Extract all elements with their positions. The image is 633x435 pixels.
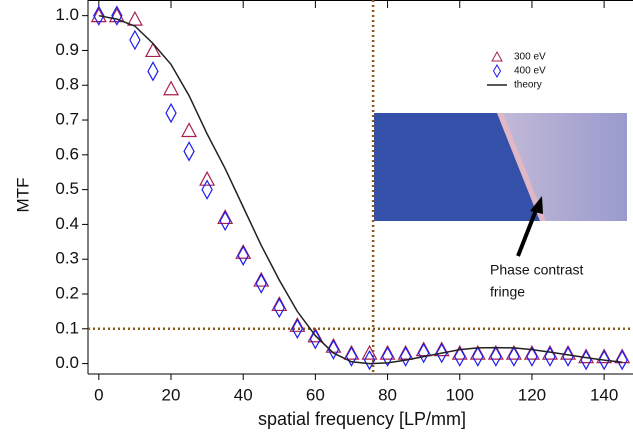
data-point	[490, 346, 502, 367]
x-tick-label: 60	[306, 385, 325, 404]
data-point	[309, 328, 322, 350]
data-point	[487, 344, 504, 360]
data-point	[415, 341, 432, 357]
y-tick-label: 1.0	[55, 5, 79, 24]
data-point	[560, 344, 577, 360]
data-point	[307, 327, 324, 343]
data-point	[363, 349, 376, 371]
data-point	[454, 346, 466, 367]
legend-swatch	[491, 50, 503, 62]
y-tick-label: 0.0	[55, 353, 79, 372]
inset-image	[374, 113, 627, 221]
data-point	[235, 243, 252, 259]
data-point	[144, 42, 161, 58]
data-point	[361, 344, 378, 360]
data-point	[199, 170, 216, 186]
data-point	[472, 346, 484, 367]
data-point	[399, 346, 412, 367]
y-tick-label: 0.5	[55, 179, 79, 198]
data-point	[578, 348, 595, 364]
data-point	[433, 341, 450, 357]
data-point	[90, 7, 107, 23]
data-point	[253, 271, 270, 287]
data-point	[451, 344, 468, 360]
y-tick-label: 0.7	[55, 110, 79, 129]
data-point	[219, 210, 231, 232]
data-point	[129, 29, 141, 51]
annotation-arrow	[516, 204, 540, 257]
y-axis-label: MTF	[13, 178, 32, 213]
x-tick-label: 120	[518, 385, 546, 404]
data-point	[108, 7, 125, 23]
y-tick-label: 0.4	[55, 214, 79, 233]
data-point	[327, 339, 340, 360]
data-point	[289, 317, 306, 332]
data-point	[181, 122, 198, 138]
legend-label: theory	[514, 80, 542, 91]
data-point	[343, 344, 360, 360]
y-tick-label: 0.3	[55, 249, 79, 268]
x-axis-label: spatial frequency [LP/mm]	[258, 409, 466, 429]
data-point	[255, 273, 267, 294]
data-point	[508, 346, 520, 367]
data-point	[201, 179, 213, 200]
data-point	[163, 80, 180, 96]
data-point	[217, 209, 234, 225]
data-point	[165, 102, 177, 124]
legend-swatch	[492, 64, 502, 78]
data-point	[417, 342, 430, 364]
data-point	[598, 349, 610, 371]
legend-label: 300 eV	[514, 52, 546, 63]
data-point	[379, 344, 396, 360]
data-point	[183, 141, 195, 162]
x-tick-label: 80	[378, 385, 397, 404]
data-point	[345, 346, 358, 367]
y-tick-label: 0.9	[55, 40, 79, 59]
y-tick-label: 0.2	[55, 283, 79, 302]
x-tick-label: 20	[162, 385, 181, 404]
data-point	[273, 297, 285, 319]
data-point	[523, 344, 540, 360]
x-tick-label: 0	[94, 385, 103, 404]
data-point	[381, 346, 394, 367]
data-point	[562, 346, 574, 367]
legend-label: 400 eV	[514, 66, 546, 77]
annotation: Phase contrast	[490, 262, 583, 278]
data-point	[111, 5, 123, 26]
plot-area	[90, 5, 631, 371]
data-point	[126, 10, 143, 26]
data-point	[526, 346, 538, 367]
data-point	[614, 348, 631, 364]
x-tick-label: 140	[590, 385, 618, 404]
data-point	[271, 296, 288, 312]
annotation-arrowhead	[530, 196, 543, 214]
y-tick-label: 0.1	[55, 318, 79, 337]
data-point	[397, 344, 414, 360]
data-point	[596, 348, 613, 364]
annotation: fringe	[490, 284, 525, 300]
theory-line	[98, 14, 623, 365]
data-point	[580, 349, 592, 371]
y-tick-label: 0.6	[55, 144, 79, 163]
x-tick-label: 40	[234, 385, 253, 404]
x-tick-label: 100	[446, 385, 474, 404]
data-point	[291, 318, 304, 340]
data-point	[544, 346, 556, 367]
data-point	[237, 245, 249, 266]
y-tick-label: 0.8	[55, 75, 79, 94]
data-point	[505, 344, 522, 360]
data-point	[93, 5, 105, 26]
data-point	[616, 349, 628, 371]
data-point	[436, 342, 448, 364]
data-point	[469, 344, 486, 360]
data-point	[147, 61, 159, 82]
